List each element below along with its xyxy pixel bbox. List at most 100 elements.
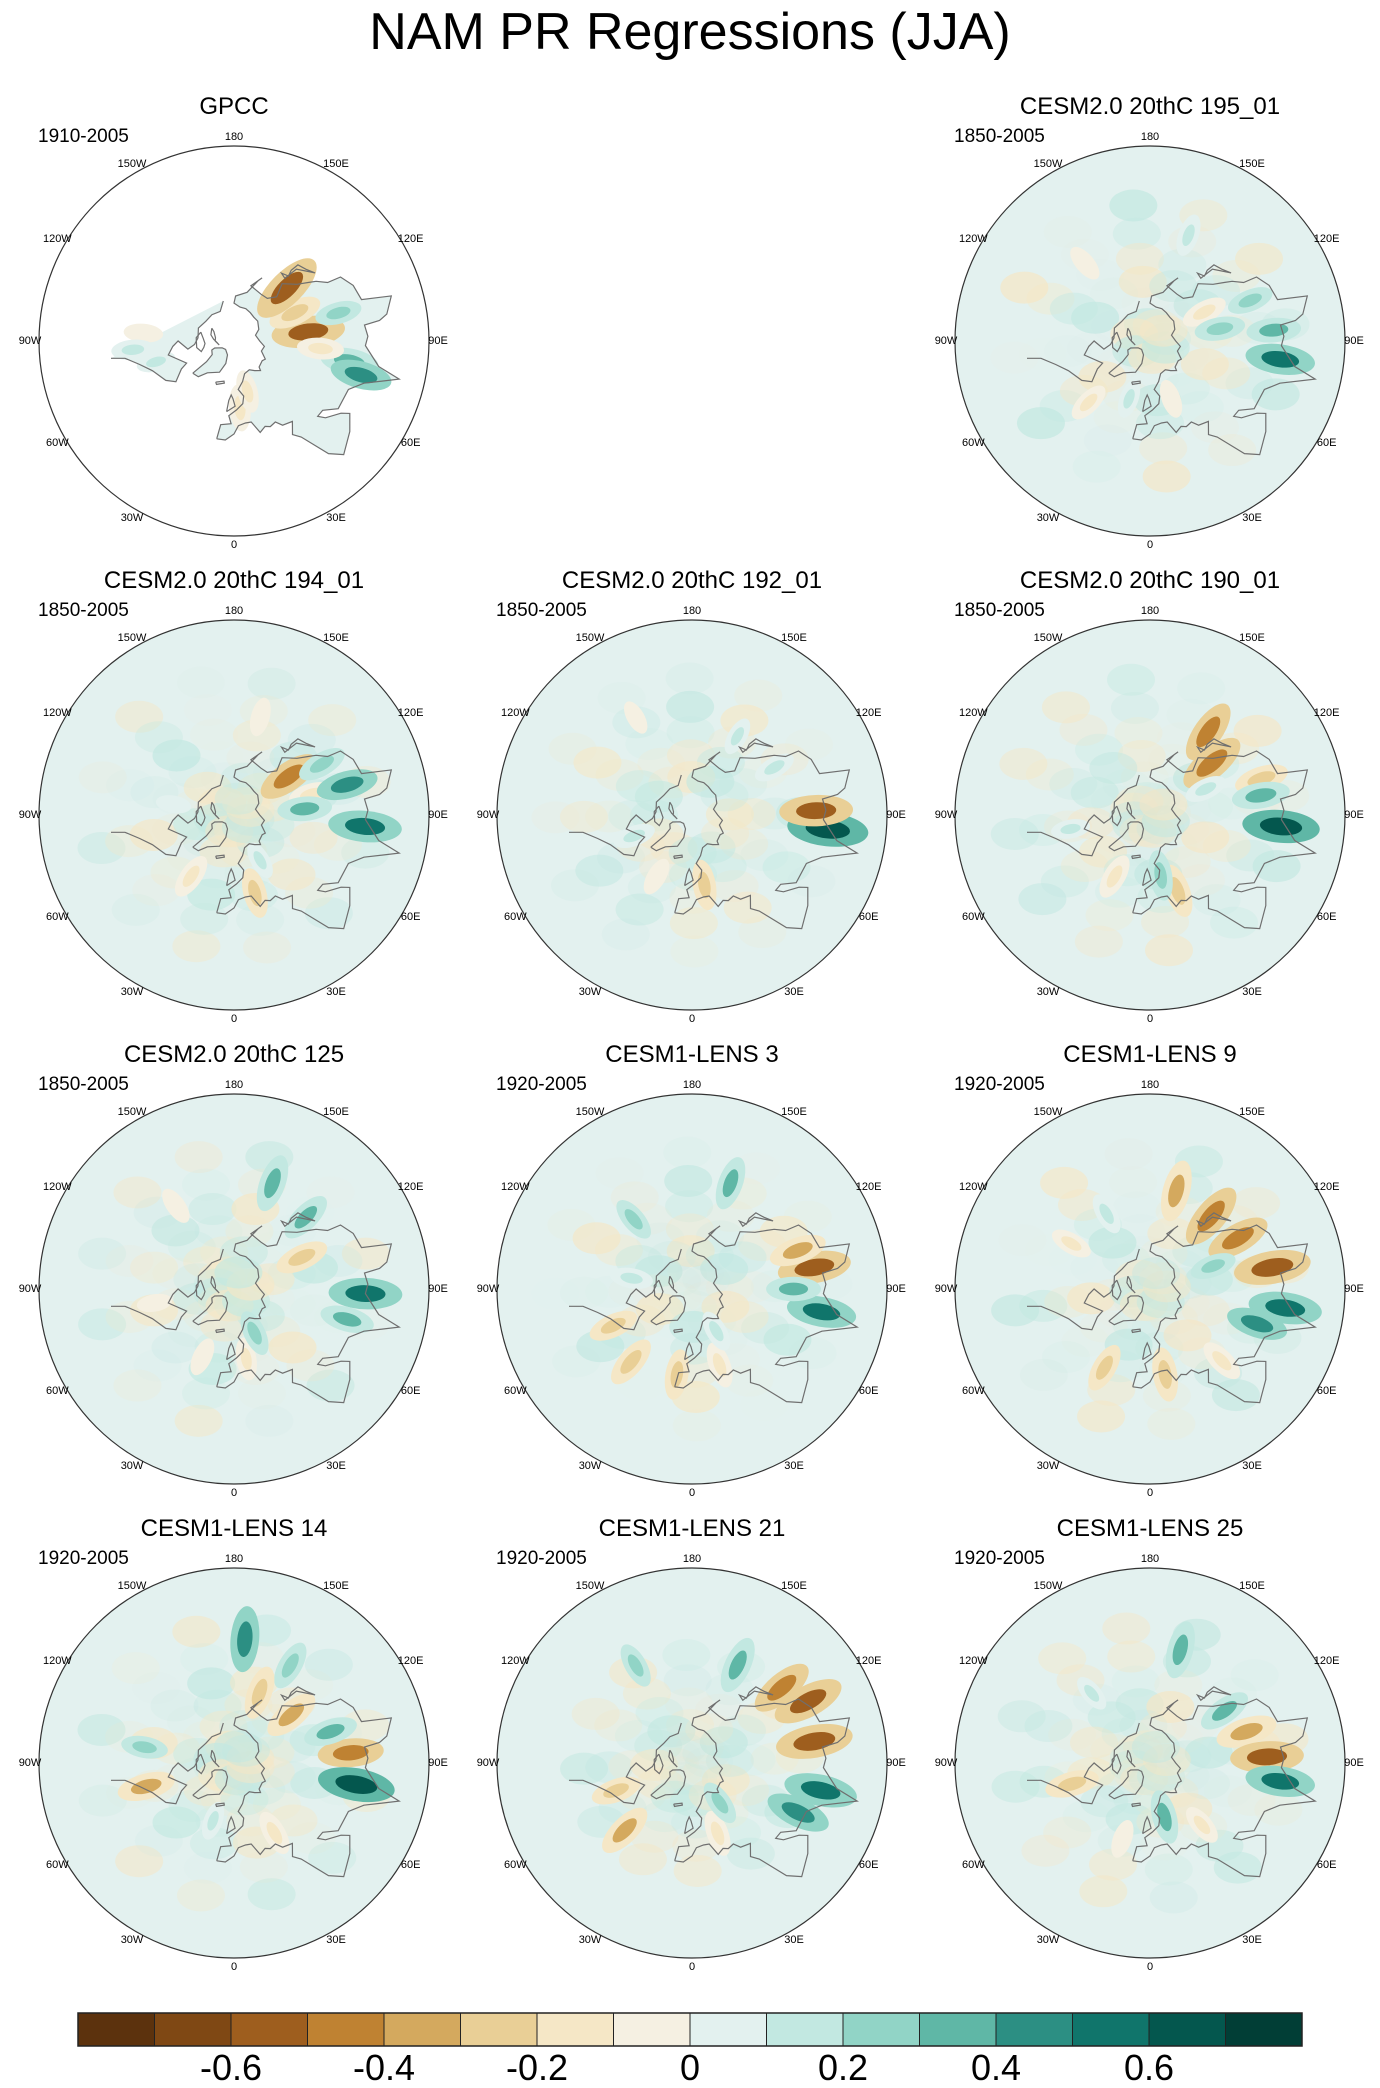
colorbar-tick-label: 0 [679, 2047, 701, 2088]
field-blob [1106, 663, 1155, 696]
field-blob [151, 1214, 200, 1247]
coastline [1126, 327, 1136, 346]
panel-title: CESM2.0 20thC 195_01 [1019, 93, 1281, 120]
longitude-label: 120E [855, 707, 882, 719]
anomaly-core [1193, 1815, 1211, 1835]
field-blob [180, 902, 229, 935]
field-blob [673, 1854, 722, 1887]
field-blob [226, 741, 275, 774]
field-blob [661, 1611, 709, 1643]
field-blob [666, 716, 715, 749]
anomaly-core [728, 1650, 747, 1680]
anomaly-core [248, 879, 262, 907]
field-blob [187, 1667, 236, 1700]
field-blob [573, 746, 622, 779]
field-blob [1139, 788, 1188, 821]
longitude-label: 120W [958, 1181, 988, 1193]
anomaly-core [767, 1674, 797, 1701]
anomaly-core [1261, 350, 1300, 368]
coastline [673, 1328, 683, 1334]
field-blob [667, 1729, 716, 1762]
anomaly-core [240, 1347, 252, 1371]
coastline [668, 1275, 678, 1294]
anomaly-core [164, 799, 183, 809]
longitude-label: 30W [578, 985, 602, 998]
coastline [279, 264, 316, 280]
field-blob [1024, 1710, 1073, 1743]
field-blob [990, 818, 1039, 851]
field-blob [635, 1293, 684, 1326]
anomaly-core [697, 871, 711, 899]
anomaly-core [1196, 749, 1228, 777]
colorbar-swatch [231, 2013, 308, 2046]
coastline [210, 327, 220, 346]
longitude-label: 60E [858, 1385, 879, 1397]
anomaly-core [330, 776, 364, 793]
field-blob [1083, 424, 1132, 457]
longitude-label: 150E [1239, 1106, 1265, 1119]
field-blob [700, 1252, 749, 1285]
coastline [668, 1749, 678, 1768]
field-blob [1085, 899, 1134, 932]
field-blob [672, 1409, 721, 1442]
field-blob [289, 821, 338, 854]
longitude-label: 150E [323, 1106, 349, 1119]
longitude-label: 90E [1344, 1283, 1364, 1295]
coastline [279, 738, 316, 754]
anomaly-core [266, 1821, 283, 1845]
anomaly-core [1201, 1259, 1225, 1273]
longitude-label: 120E [1313, 707, 1340, 719]
longitude-label: 30E [1242, 511, 1262, 524]
longitude-label: 0 [1146, 1961, 1154, 1973]
longitude-label: 30E [1242, 1933, 1262, 1946]
longitude-label: 120W [42, 233, 72, 245]
anomaly-core [1196, 716, 1221, 748]
field-blob [675, 1883, 723, 1915]
colorbar-swatch [154, 2013, 232, 2046]
field-blob [695, 1693, 744, 1726]
anomaly-core [711, 1792, 729, 1814]
field-blob [1110, 691, 1159, 724]
longitude-label: 90E [886, 809, 906, 821]
field-blob [236, 903, 285, 936]
field-blob [785, 728, 834, 761]
field-blob [168, 1789, 217, 1822]
longitude-label: 30E [326, 1933, 346, 1946]
longitude-label: 30E [326, 985, 346, 998]
field-blob [725, 1364, 774, 1397]
longitude-label: 60W [46, 1385, 69, 1397]
period-label: 1920-2005 [954, 1074, 1045, 1095]
field-blob [1059, 713, 1108, 746]
colorbar-swatch [384, 2013, 461, 2046]
colorbar-tick-label: 0.6 [1123, 2047, 1175, 2088]
longitude-label: 180 [1140, 1079, 1160, 1091]
coastline [111, 1722, 224, 1805]
coastline [210, 1749, 220, 1768]
field-blob [664, 1687, 713, 1720]
anomaly-core [709, 1320, 724, 1342]
field-blob [1182, 1767, 1231, 1800]
longitude-label: 0 [688, 1961, 696, 1973]
period-label: 1910-2005 [38, 126, 129, 147]
map-panel-cesm1-3 [496, 1093, 888, 1485]
longitude-label: 120W [42, 707, 72, 719]
coastline [668, 801, 678, 820]
coastline [569, 1722, 682, 1805]
field-blob [113, 1369, 162, 1402]
panel-title: CESM1-LENS 3 [605, 1041, 779, 1068]
colorbar-swatch [460, 2013, 538, 2046]
coastline [226, 1815, 236, 1835]
longitude-label: 120E [1313, 1655, 1340, 1667]
colorbar-swatch [78, 2013, 155, 2046]
panel-title: CESM2.0 20thC 125 [123, 1041, 345, 1068]
longitude-label: 0 [230, 539, 238, 551]
field-blob [699, 1726, 748, 1759]
field-blob [571, 1697, 620, 1730]
longitude-label: 30W [120, 1459, 144, 1472]
coastline [111, 774, 224, 857]
field-blob [1149, 270, 1198, 303]
figure-title: NAM PR Regressions (JJA) [369, 3, 1011, 61]
field-blob [1142, 1752, 1191, 1785]
field-blob [1180, 348, 1229, 381]
anomaly-core [145, 1298, 164, 1308]
